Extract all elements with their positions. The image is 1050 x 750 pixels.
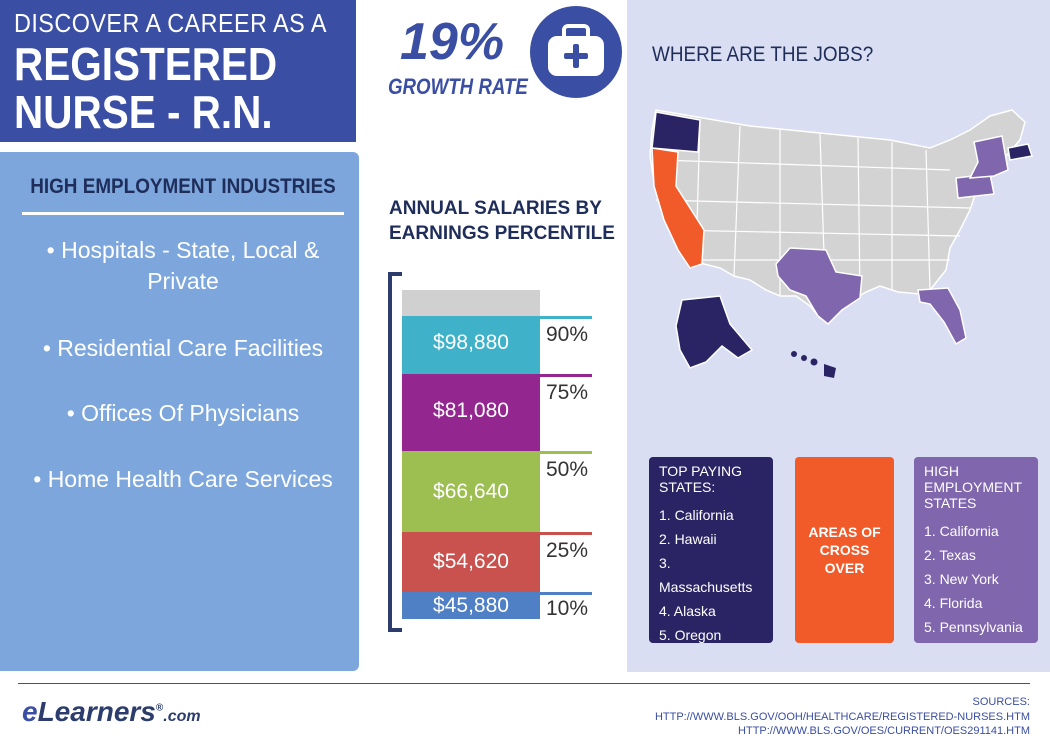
bar-50 — [402, 451, 540, 532]
bar-75 — [402, 374, 540, 451]
salary-bracket — [388, 272, 402, 632]
pct-label-75: 75% — [546, 381, 589, 404]
industry-item: • Residential Care Facilities — [42, 335, 324, 361]
logo-com: .com — [163, 708, 201, 725]
sources-label: SOURCES: — [972, 696, 1030, 708]
bar-label-10: $45,880 — [433, 594, 509, 617]
logo-e: e — [22, 696, 38, 727]
industries-panel — [0, 152, 359, 671]
title-kicker: DISCOVER A CAREER AS A — [14, 8, 327, 38]
industries-divider — [22, 212, 344, 215]
industry-item: • Home Health Care Services — [33, 466, 333, 492]
footer-divider — [18, 683, 1030, 684]
industry-item: • Hospitals - State, Local & Private — [46, 237, 320, 294]
growth-label: GROWTH RATE — [388, 74, 528, 99]
list-item: 5. Pennsylvania — [924, 619, 1023, 635]
bar-10 — [402, 592, 540, 619]
bar-label-50: $66,640 — [433, 480, 509, 503]
us-map — [649, 109, 1033, 378]
growth-percent: 19% — [400, 13, 505, 71]
list-item: 3. Massachusetts — [659, 555, 753, 595]
pct-label-10: 10% — [546, 597, 589, 620]
list-item: 4. Alaska — [659, 603, 716, 619]
pct-line-10 — [540, 592, 592, 595]
salaries-heading-line1: ANNUAL SALARIES BY — [389, 198, 602, 219]
high-employment-title: HIGH EMPLOYMENT STATES — [924, 463, 1022, 511]
title-banner — [0, 0, 356, 142]
list-item: 4. Florida — [924, 595, 983, 611]
bar-cap — [402, 290, 540, 316]
high-employment-box: HIGH EMPLOYMENT STATES 1. California 2. … — [914, 457, 1038, 643]
pct-line-50 — [540, 451, 592, 454]
cross-over-title: AREAS OF CROSS OVER — [808, 524, 881, 576]
logo-main: Learners — [37, 696, 156, 727]
title-sub: NURSE - R.N. — [14, 86, 273, 138]
bar-25 — [402, 532, 540, 592]
bar-label-75: $81,080 — [433, 399, 509, 422]
list-item: 3. New York — [924, 571, 999, 587]
list-item: 1. California — [659, 507, 734, 523]
medical-kit-icon — [530, 6, 622, 98]
cross-over-box: AREAS OF CROSS OVER — [795, 457, 894, 643]
salaries-heading-line2: EARNINGS PERCENTILE — [389, 223, 615, 244]
bar-label-25: $54,620 — [433, 550, 509, 573]
bar-90 — [402, 316, 540, 374]
pct-line-25 — [540, 532, 592, 535]
bar-label-90: $98,880 — [433, 331, 509, 354]
pct-label-90: 90% — [546, 323, 589, 346]
industry-item: • Offices Of Physicians — [66, 400, 300, 426]
top-paying-title: TOP PAYING STATES: — [659, 463, 742, 495]
industries-heading: HIGH EMPLOYMENT INDUSTRIES — [30, 175, 336, 198]
list-item: 2. Texas — [924, 547, 976, 563]
elearners-logo: eLearners®.com — [22, 696, 201, 728]
pct-line-90 — [540, 316, 592, 319]
salaries-heading: ANNUAL SALARIES BY EARNINGS PERCENTILE — [389, 196, 619, 246]
top-paying-box: TOP PAYING STATES: 1. California 2. Hawa… — [649, 457, 773, 643]
pct-label-50: 50% — [546, 458, 589, 481]
jobs-heading: WHERE ARE THE JOBS? — [652, 43, 874, 66]
list-item: 1. California — [924, 523, 999, 539]
logo-reg: ® — [155, 702, 164, 714]
pct-label-25: 25% — [546, 539, 589, 562]
pct-line-75 — [540, 374, 592, 377]
list-item: 2. Hawaii — [659, 531, 717, 547]
source-link[interactable]: HTTP://WWW.BLS.GOV/OOH/HEALTHCARE/REGIST… — [654, 711, 1030, 723]
list-item: 5. Oregon — [659, 627, 722, 643]
title-main: REGISTERED — [14, 38, 278, 90]
source-link[interactable]: HTTP://WWW.BLS.GOV/OES/CURRENT/OES291141… — [738, 725, 1030, 737]
